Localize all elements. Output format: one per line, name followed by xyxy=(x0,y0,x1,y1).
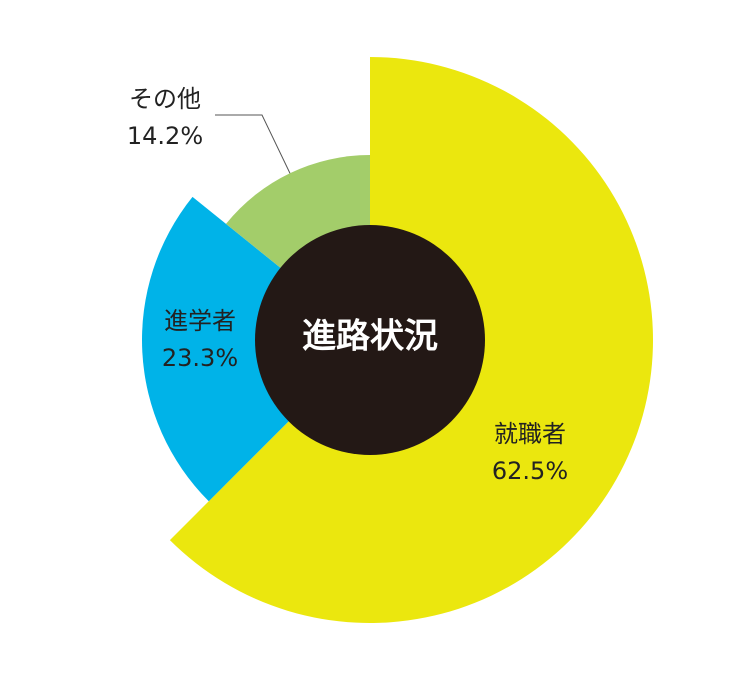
category-label: その他 xyxy=(129,85,201,113)
center-circle xyxy=(255,225,485,455)
chart-title: 進路状況 xyxy=(302,317,438,357)
value-label: 62.5% xyxy=(492,457,568,485)
value-label: 14.2% xyxy=(127,122,203,150)
leader-line xyxy=(215,114,299,191)
category-label: 就職者 xyxy=(494,420,566,448)
value-label: 23.3% xyxy=(162,344,238,372)
category-label: 進学者 xyxy=(164,307,236,335)
